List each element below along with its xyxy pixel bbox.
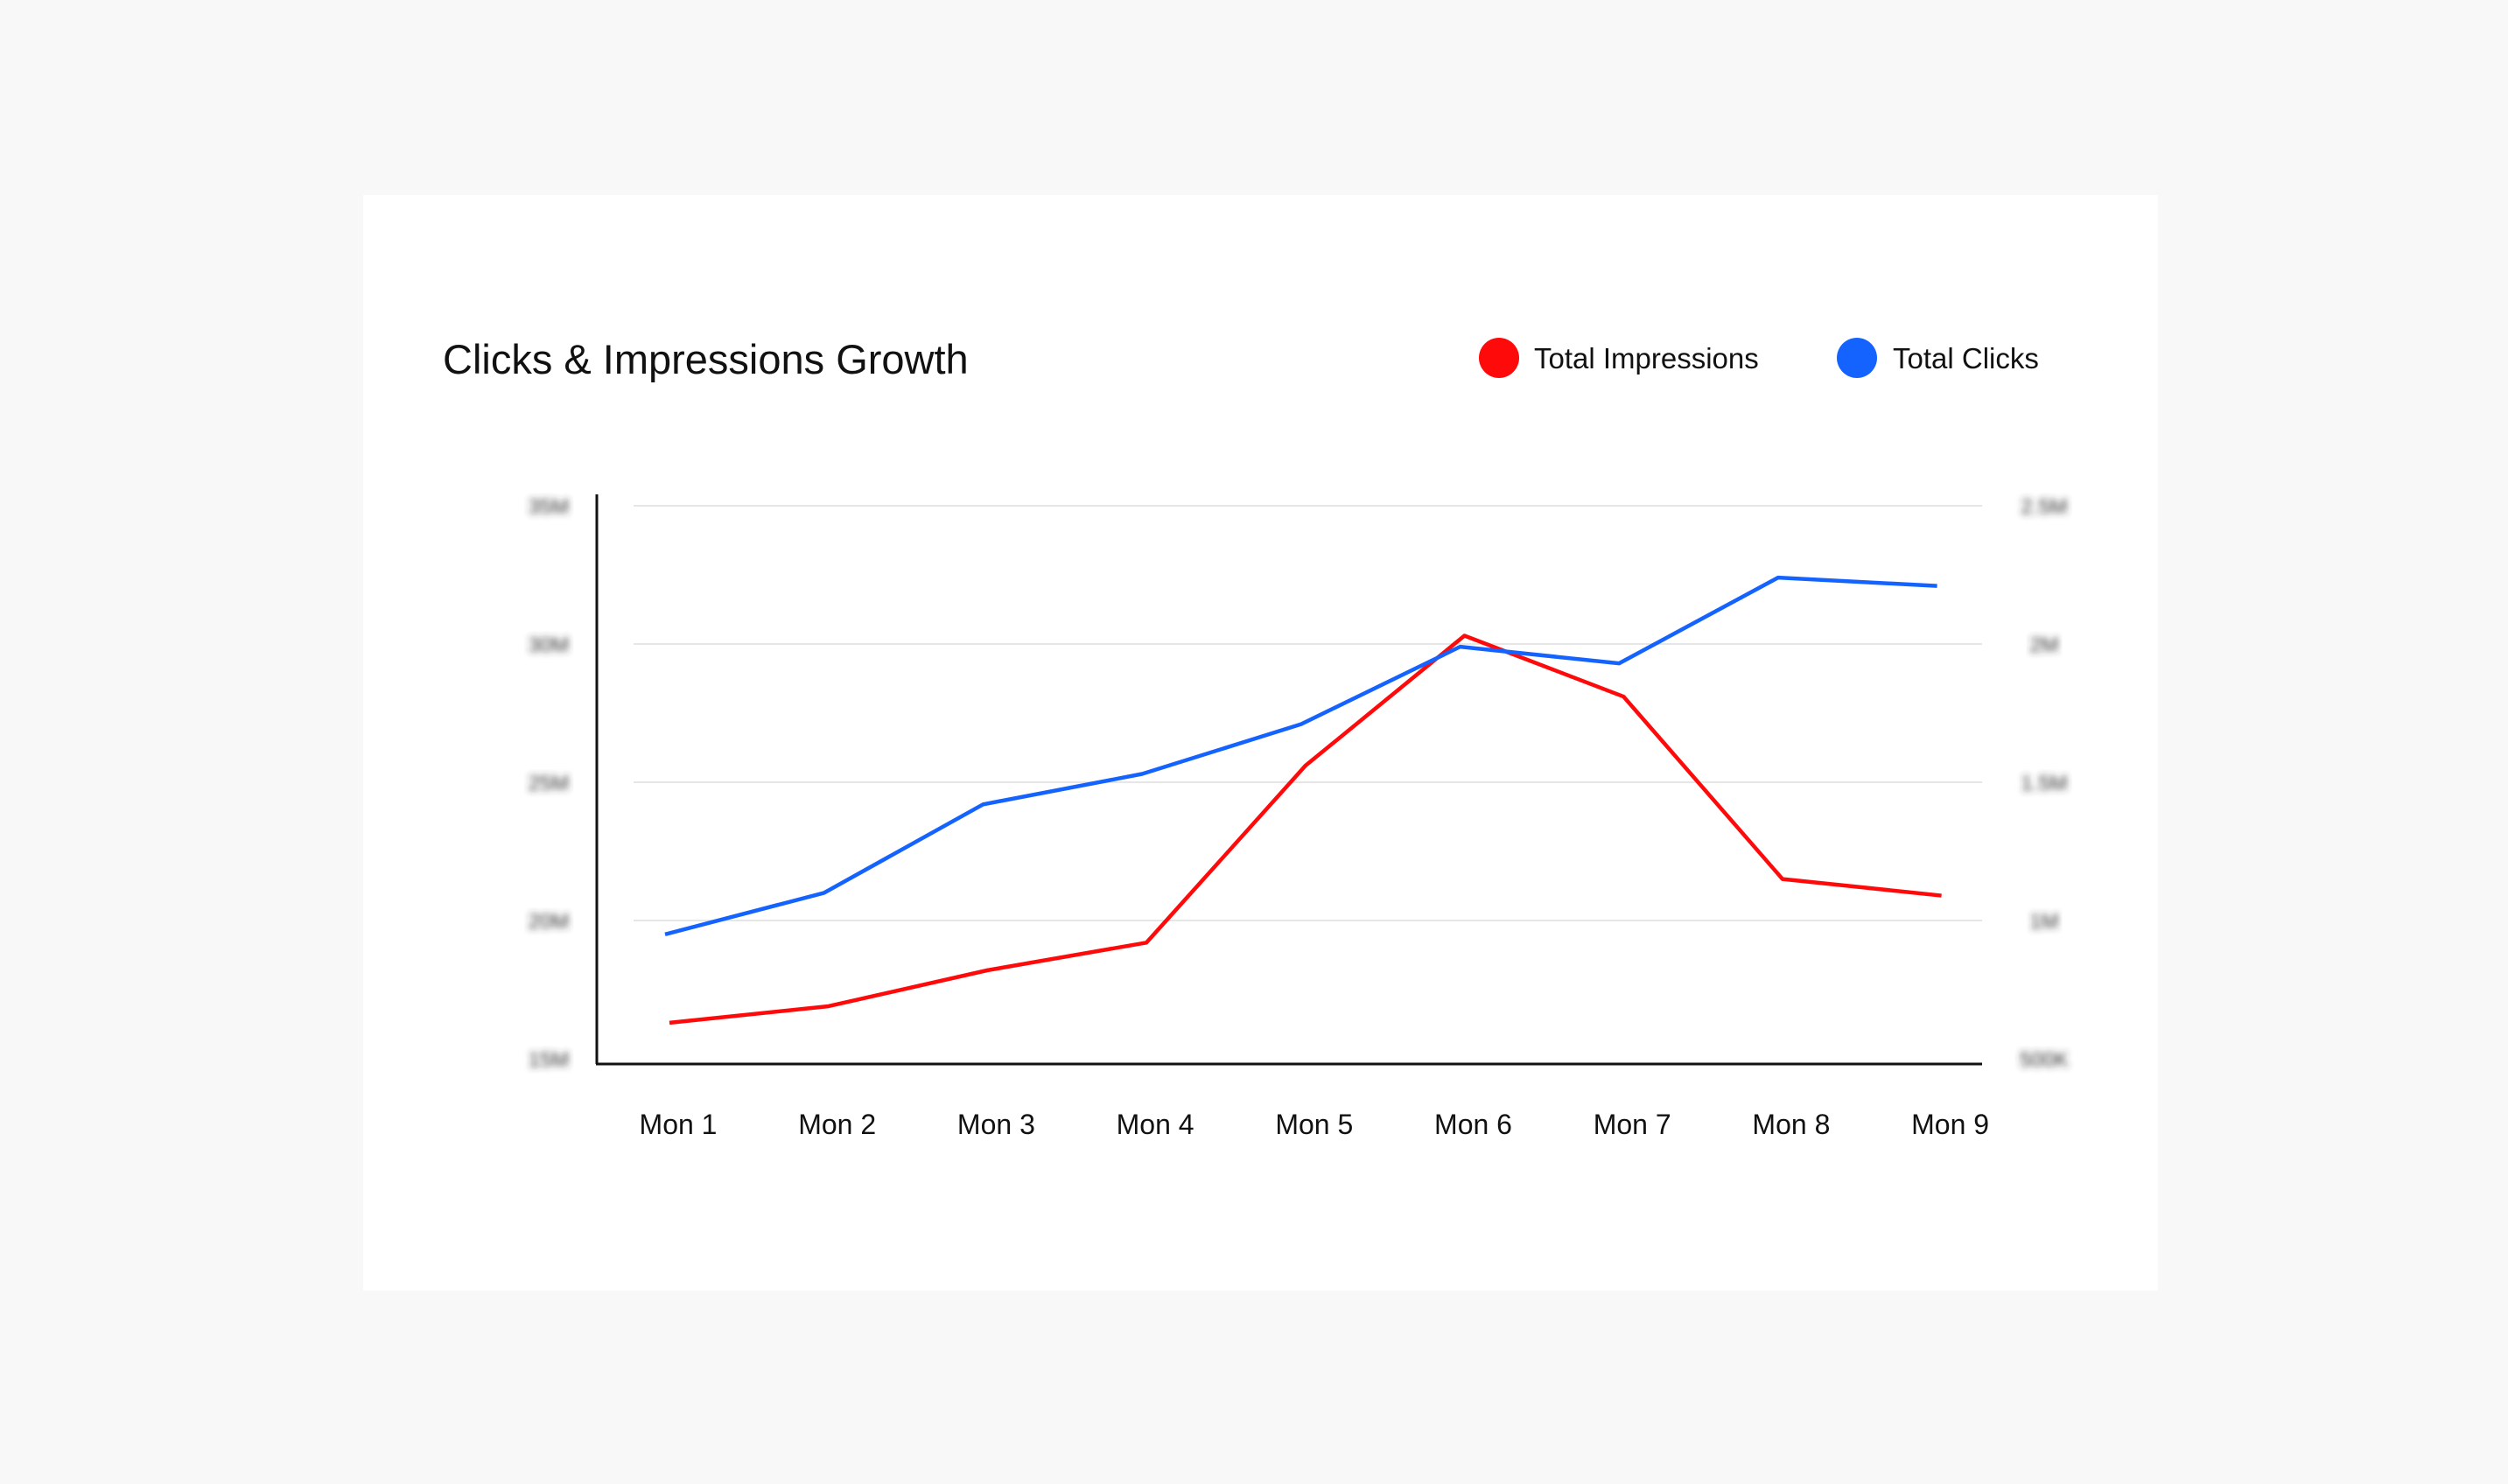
left-tick-label: 25M — [529, 772, 570, 795]
right-tick-label: 1M — [2029, 910, 2058, 934]
x-tick-label: Mon 3 — [957, 1109, 1035, 1140]
series-line-impressions — [669, 634, 1942, 1026]
right-tick-label: 1.5M — [2021, 772, 2067, 795]
x-tick-label: Mon 4 — [1117, 1109, 1194, 1140]
chart-title: Clicks & Impressions Growth — [443, 336, 969, 382]
x-tick-label: Mon 6 — [1434, 1109, 1512, 1140]
gridlines — [634, 505, 1982, 921]
legend: Total Impressions Total Clicks — [1479, 338, 2039, 378]
left-tick-label: 15M — [529, 1048, 570, 1072]
left-axis-ticks: 35M 30M 25M 20M 15M — [529, 495, 570, 1072]
x-tick-label: Mon 7 — [1594, 1109, 1671, 1140]
legend-marker-clicks — [1837, 338, 1877, 378]
legend-label-impressions: Total Impressions — [1534, 342, 1759, 374]
right-tick-label: 2.5M — [2021, 495, 2067, 519]
right-tick-label: 2M — [2029, 634, 2058, 657]
x-tick-label: Mon 2 — [798, 1109, 876, 1140]
right-axis-ticks: 2.5M 2M 1.5M 1M 500K — [2020, 495, 2069, 1072]
x-tick-label: Mon 9 — [1911, 1109, 1989, 1140]
left-tick-label: 35M — [529, 495, 570, 519]
x-axis-ticks: Mon 1 Mon 2 Mon 3 Mon 4 Mon 5 Mon 6 Mon 7 Mon 8… — [640, 1109, 1990, 1140]
left-tick-label: 30M — [529, 634, 570, 657]
series-line-clicks — [664, 575, 1937, 936]
legend-marker-impressions — [1479, 338, 1519, 378]
left-tick-label: 20M — [529, 910, 570, 934]
right-tick-label: 500K — [2020, 1048, 2069, 1072]
x-tick-label: Mon 1 — [640, 1109, 718, 1140]
x-tick-label: Mon 5 — [1275, 1109, 1353, 1140]
legend-label-clicks: Total Clicks — [1893, 342, 2039, 374]
series-lines — [664, 575, 1942, 1026]
x-tick-label: Mon 8 — [1752, 1109, 1830, 1140]
